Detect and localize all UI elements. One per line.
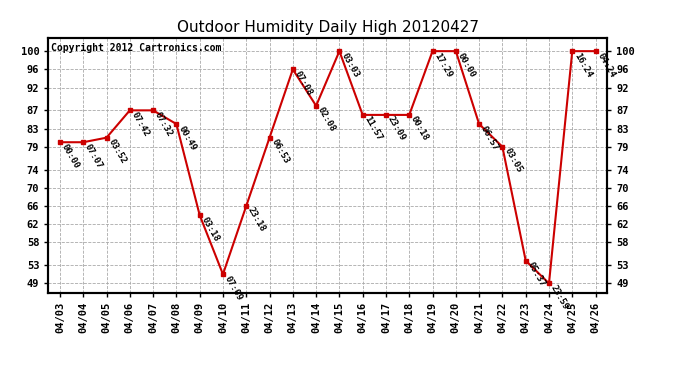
Text: 05:37: 05:37	[526, 261, 547, 288]
Text: 00:00: 00:00	[456, 51, 477, 79]
Title: Outdoor Humidity Daily High 20120427: Outdoor Humidity Daily High 20120427	[177, 20, 479, 35]
Text: 07:42: 07:42	[130, 110, 151, 138]
Text: 00:18: 00:18	[409, 115, 431, 142]
Text: 23:18: 23:18	[246, 206, 268, 234]
Text: 03:03: 03:03	[339, 51, 361, 79]
Text: 06:57: 06:57	[479, 124, 500, 152]
Text: 07:07: 07:07	[83, 142, 104, 170]
Text: 23:59: 23:59	[549, 284, 570, 311]
Text: 03:18: 03:18	[199, 215, 221, 243]
Text: 02:08: 02:08	[316, 106, 337, 134]
Text: 17:29: 17:29	[433, 51, 454, 79]
Text: 07:32: 07:32	[153, 110, 175, 138]
Text: 23:09: 23:09	[386, 115, 407, 142]
Text: 07:08: 07:08	[293, 69, 314, 97]
Text: 04:24: 04:24	[595, 51, 617, 79]
Text: 00:00: 00:00	[60, 142, 81, 170]
Text: 16:24: 16:24	[572, 51, 593, 79]
Text: 00:49: 00:49	[177, 124, 197, 152]
Text: 07:09: 07:09	[223, 274, 244, 302]
Text: Copyright 2012 Cartronics.com: Copyright 2012 Cartronics.com	[51, 43, 221, 52]
Text: 11:57: 11:57	[363, 115, 384, 142]
Text: 03:05: 03:05	[502, 147, 524, 174]
Text: 06:53: 06:53	[270, 138, 290, 165]
Text: 03:52: 03:52	[106, 138, 128, 165]
